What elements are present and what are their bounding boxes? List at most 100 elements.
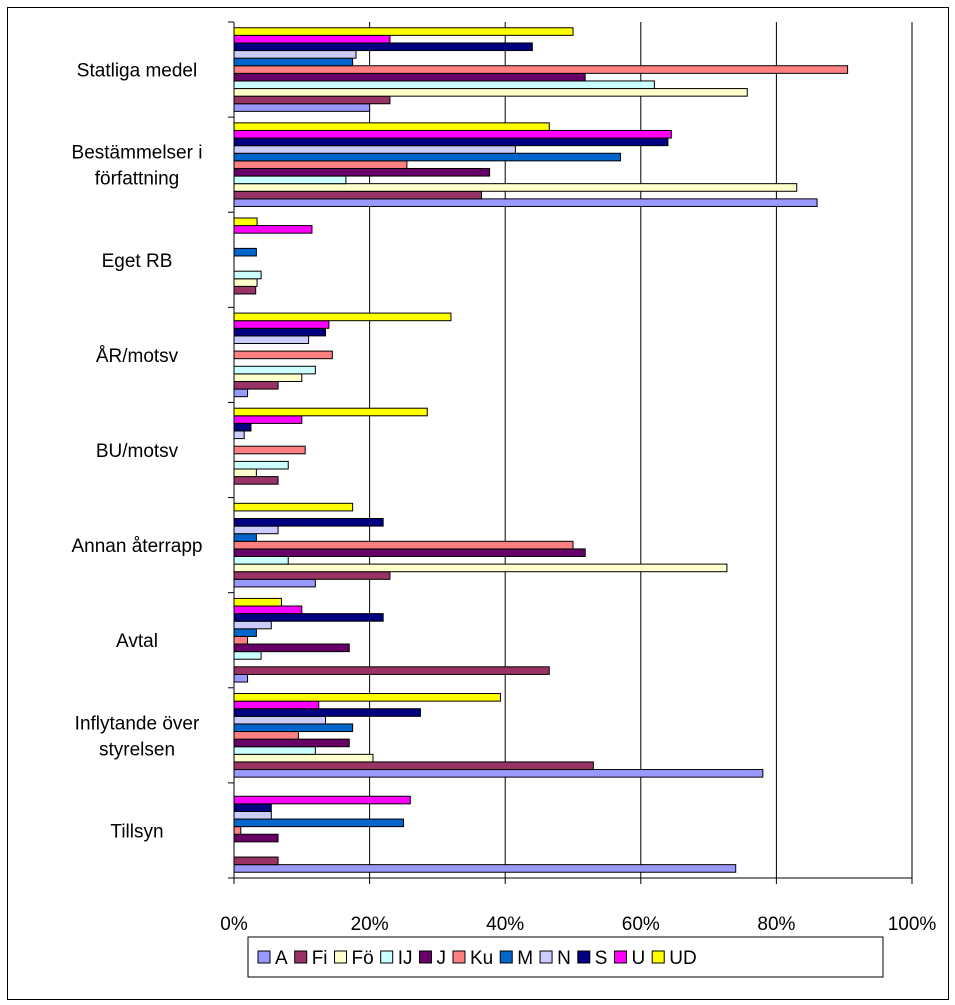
x-tick-label: 0%: [220, 914, 248, 935]
bar-m: [233, 818, 404, 828]
x-tick-label: 100%: [888, 914, 937, 935]
legend-swatch: [418, 950, 432, 964]
bar-n: [233, 145, 516, 154]
bar-ij: [233, 651, 262, 660]
legend-swatch: [499, 950, 513, 964]
x-tick-label: 20%: [351, 914, 389, 935]
bar-a: [233, 673, 249, 683]
legend-label: J: [436, 948, 446, 969]
bar-fi: [233, 285, 257, 295]
bar-j: [233, 548, 586, 558]
legend-swatch: [613, 950, 627, 964]
category-label: BU/motsv: [96, 441, 179, 462]
legend-label: UD: [669, 948, 696, 969]
x-tick-label: 60%: [622, 914, 660, 935]
category-label-line: ÅR/motsv: [96, 346, 179, 367]
legend-label: A: [275, 948, 288, 969]
bar-n: [233, 50, 357, 59]
bar-fö: [233, 753, 374, 763]
bar-n: [233, 715, 327, 725]
bar-ku: [233, 160, 408, 169]
category-label: Inflytande över styrelsen: [75, 713, 200, 760]
bar-a: [233, 103, 371, 112]
category-label-line: BU/motsv: [96, 441, 179, 462]
legend-box: [247, 936, 884, 978]
bar-j: [233, 72, 586, 82]
bar-ku: [233, 445, 306, 455]
category-label-line: Inflytande över: [75, 713, 200, 734]
bar-a: [233, 578, 316, 588]
bar-n: [233, 430, 245, 440]
legend-label: Fö: [352, 948, 374, 969]
category-label-line: författning: [95, 169, 180, 190]
legend-swatch: [334, 950, 348, 964]
legend-swatch: [294, 950, 308, 964]
bar-fi: [233, 761, 594, 771]
bar-fö: [233, 468, 257, 478]
bar-fi: [233, 856, 279, 866]
category-label-line: Statliga medel: [77, 61, 197, 82]
legend-label: M: [517, 948, 533, 969]
bar-ku: [233, 635, 249, 645]
category-label: Eget RB: [102, 251, 173, 272]
legend-label: Fi: [312, 948, 328, 969]
bar-m: [233, 723, 354, 733]
bar-m: [233, 533, 257, 542]
bar-ud: [233, 122, 550, 131]
bar-s: [233, 708, 421, 717]
bar-s: [233, 42, 533, 52]
legend: A Fi Fö IJ J Ku M N S U UD: [247, 936, 884, 978]
bar-fö: [233, 88, 748, 97]
bar-fö: [233, 563, 728, 573]
bar-n: [233, 810, 272, 820]
bar-u: [233, 34, 391, 44]
legend-label: Ku: [470, 948, 493, 969]
legend-swatch: [651, 950, 665, 964]
legend-label: U: [631, 948, 645, 969]
bar-ud: [233, 597, 282, 607]
bar-ij: [233, 365, 316, 375]
category-label: Avtal: [116, 631, 158, 652]
bar-ku: [233, 826, 242, 835]
bar-fi: [233, 571, 391, 580]
bar-ud: [233, 502, 354, 512]
category-label-line: Annan återrapp: [72, 536, 203, 557]
category-label-line: Avtal: [116, 631, 158, 652]
legend-label: N: [557, 948, 571, 969]
x-tick-label: 80%: [757, 914, 795, 935]
bar-j: [233, 833, 279, 843]
category-label: Tillsyn: [110, 821, 163, 842]
bar-m: [233, 247, 257, 257]
bar-u: [233, 700, 320, 710]
bar-fi: [233, 476, 279, 485]
bar-s: [233, 327, 327, 337]
bar-a: [233, 198, 818, 207]
bar-m: [233, 628, 257, 637]
bar-ku: [233, 65, 849, 74]
bar-a: [233, 864, 737, 873]
bar-ku: [233, 540, 574, 550]
bar-ij: [233, 556, 289, 565]
bar-ku: [233, 731, 299, 740]
legend-swatch: [257, 950, 271, 964]
bar-m: [233, 57, 354, 67]
bar-s: [233, 137, 669, 147]
bar-n: [233, 620, 272, 630]
bar-ku: [233, 350, 333, 360]
bar-u: [233, 795, 411, 805]
bar-a: [233, 769, 764, 778]
category-label-line: Tillsyn: [110, 821, 163, 842]
bar-j: [233, 643, 350, 653]
bar-j: [233, 167, 491, 177]
bar-fö: [233, 278, 258, 287]
legend-label: S: [595, 948, 608, 969]
category-label: Bestämmelser i författning: [72, 143, 203, 190]
bar-ud: [233, 407, 428, 417]
legend-swatch: [380, 950, 394, 964]
bar-fi: [233, 380, 279, 390]
bar-ud: [233, 312, 452, 322]
bar-a: [233, 388, 249, 398]
category-label: ÅR/motsv: [96, 346, 179, 367]
bar-s: [233, 518, 384, 527]
category-label: Annan återrapp: [72, 536, 203, 557]
